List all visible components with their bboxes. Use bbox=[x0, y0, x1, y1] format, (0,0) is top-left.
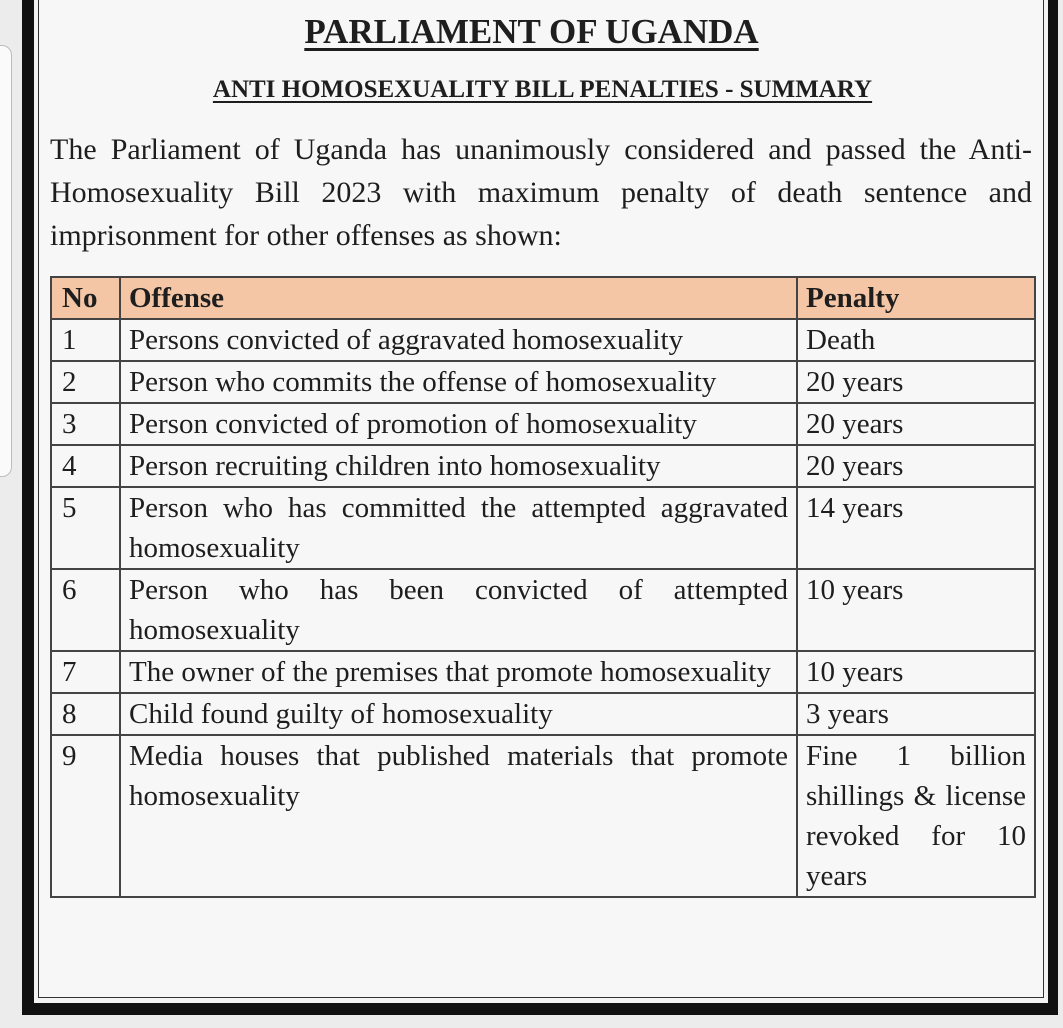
cell-penalty: 10 years bbox=[796, 568, 1036, 652]
cell-offense: Person recruiting children into homosexu… bbox=[119, 444, 798, 488]
cell-offense: Person who has committed the attempted a… bbox=[119, 486, 798, 570]
document-title: PARLIAMENT OF UGANDA bbox=[304, 12, 759, 51]
cell-offense: Media houses that published materials th… bbox=[119, 734, 798, 898]
cell-no: 3 bbox=[50, 402, 121, 446]
table-row: 2 Person who commits the offense of homos… bbox=[50, 360, 1036, 404]
table-row: 6 Person who has been convicted of attemp… bbox=[50, 568, 1036, 652]
table-row: 8 Child found guilty of homosexuality 3 ye… bbox=[50, 692, 1036, 736]
cell-penalty: 20 years bbox=[796, 360, 1036, 404]
cell-penalty: 10 years bbox=[796, 650, 1036, 694]
table-row: 3 Person convicted of promotion of homose… bbox=[50, 402, 1036, 446]
document-subtitle: ANTI HOMOSEXUALITY BILL PENALTIES - SUMM… bbox=[212, 76, 873, 103]
table-row: 7 The owner of the premises that promote … bbox=[50, 650, 1036, 694]
header-penalty: Penalty bbox=[796, 276, 1036, 320]
table-row: 1 Persons convicted of aggravated homosex… bbox=[50, 318, 1036, 362]
table-header-row: No Offense Penalty bbox=[50, 276, 1036, 320]
table-row: 5 Person who has committed the attempted … bbox=[50, 486, 1036, 570]
cell-offense: Person who commits the offense of homose… bbox=[119, 360, 798, 404]
cell-offense: Person who has been convicted of attempt… bbox=[119, 568, 798, 652]
penalties-table: No Offense Penalty 1 Persons convicted of… bbox=[50, 276, 1036, 898]
cell-no: 7 bbox=[50, 650, 121, 694]
cell-no: 9 bbox=[50, 734, 121, 898]
cell-no: 4 bbox=[50, 444, 121, 488]
intro-paragraph: The Parliament of Uganda has unanimously… bbox=[50, 133, 1032, 252]
cell-no: 2 bbox=[50, 360, 121, 404]
header-offense: Offense bbox=[119, 276, 798, 320]
cell-no: 5 bbox=[50, 486, 121, 570]
cell-no: 8 bbox=[50, 692, 121, 736]
cell-penalty: 3 years bbox=[796, 692, 1036, 736]
cell-offense: Child found guilty of homosexuality bbox=[119, 692, 798, 736]
cell-penalty: Fine 1 billion shillings & license revok… bbox=[796, 734, 1036, 898]
table-row: 9 Media houses that published materials t… bbox=[50, 734, 1036, 898]
cell-offense: The owner of the premises that promote h… bbox=[119, 650, 798, 694]
header-no: No bbox=[50, 276, 121, 320]
side-panel-edge bbox=[0, 45, 12, 477]
table-row: 4 Person recruiting children into homosex… bbox=[50, 444, 1036, 488]
cell-offense: Person convicted of promotion of homosex… bbox=[119, 402, 798, 446]
cell-no: 1 bbox=[50, 318, 121, 362]
cell-penalty: 20 years bbox=[796, 402, 1036, 446]
cell-offense: Persons convicted of aggravated homosexu… bbox=[119, 318, 798, 362]
cell-penalty: 20 years bbox=[796, 444, 1036, 488]
cell-no: 6 bbox=[50, 568, 121, 652]
cell-penalty: Death bbox=[796, 318, 1036, 362]
cell-penalty: 14 years bbox=[796, 486, 1036, 570]
